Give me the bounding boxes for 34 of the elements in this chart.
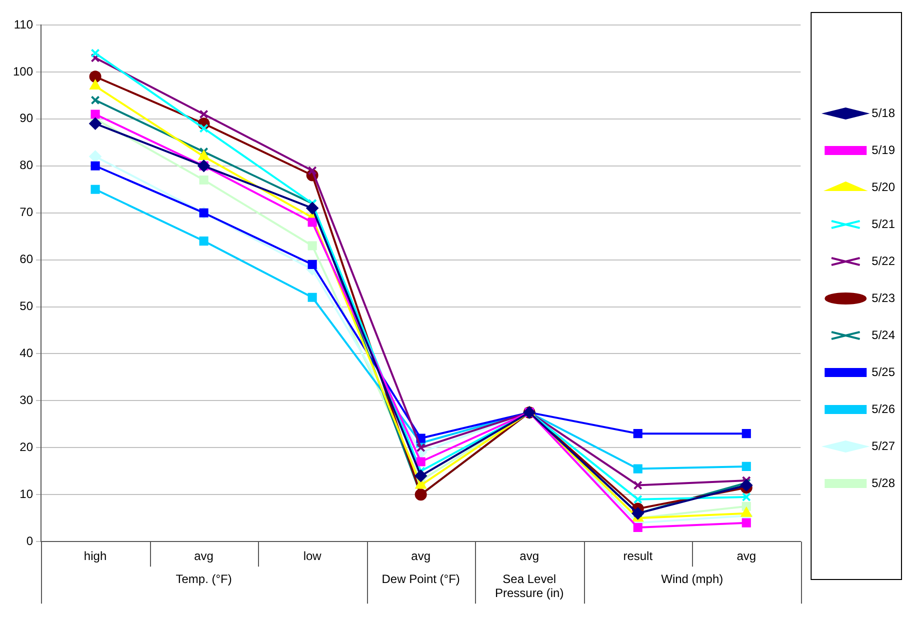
legend-label: 5/18 xyxy=(872,106,896,120)
x-tick-label: result xyxy=(623,549,654,564)
y-tick-label: 20 xyxy=(20,440,34,454)
y-tick-label: 100 xyxy=(12,64,34,78)
x-tick-label: avg xyxy=(520,549,540,564)
text: Temp. (°F) xyxy=(176,572,232,586)
x-tick-label: high xyxy=(84,549,107,564)
y-tick-label: 110 xyxy=(14,17,34,32)
legend-label: 5/28 xyxy=(872,476,896,490)
legend-label: 5/22 xyxy=(872,254,896,268)
x-tick-label: avg xyxy=(736,549,756,564)
y-tick-label: 80 xyxy=(20,158,34,172)
legend-label: 5/20 xyxy=(872,180,896,194)
y-tick-label: 30 xyxy=(20,393,34,408)
y-tick-label: 70 xyxy=(20,205,34,220)
text: Wind (mph) xyxy=(661,572,724,586)
legend-label: 5/26 xyxy=(872,402,896,416)
y-tick-label: 90 xyxy=(20,111,34,126)
legend-label: 5/27 xyxy=(872,438,896,453)
x-tick-label: avg xyxy=(194,549,214,564)
x-tick-label: avg xyxy=(411,549,431,564)
y-tick-label: 50 xyxy=(20,299,34,314)
legend-label: 5/25 xyxy=(872,364,896,379)
legend-label: 5/21 xyxy=(872,216,896,231)
y-tick-label: 60 xyxy=(20,252,34,266)
legend-label: 5/23 xyxy=(872,290,896,305)
y-tick-label: 40 xyxy=(20,346,34,360)
legend-label: 5/24 xyxy=(872,328,896,342)
y-tick-label: 0 xyxy=(26,534,34,548)
text: Sea Level Pressure (in) xyxy=(495,572,564,600)
legend-label: 5/19 xyxy=(872,142,896,157)
y-tick-label: 10 xyxy=(20,486,34,501)
x-tick-label: low xyxy=(303,549,322,564)
text: Dew Point (°F) xyxy=(382,572,460,586)
